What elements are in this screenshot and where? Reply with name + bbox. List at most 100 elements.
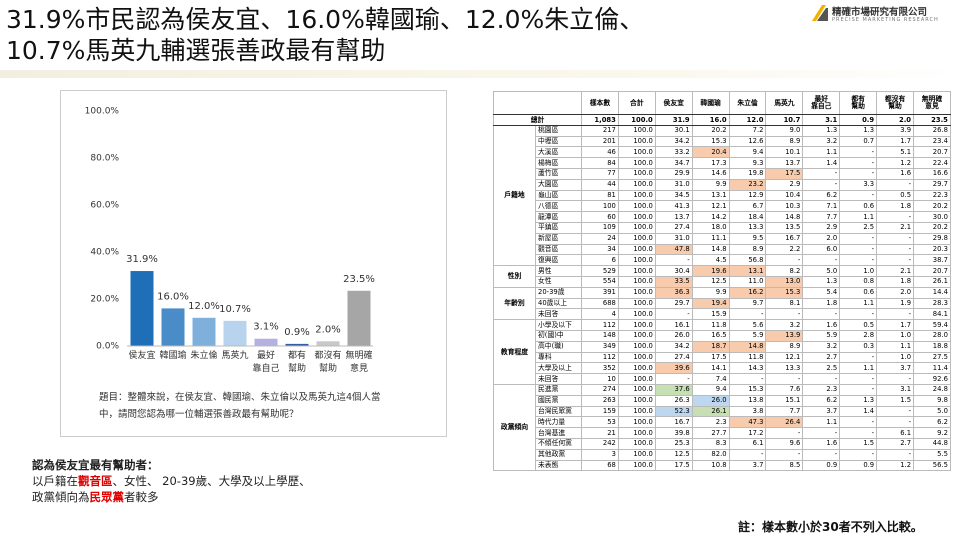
cell: 18.8 xyxy=(913,340,951,353)
cell: 100.0 xyxy=(617,211,656,223)
cell: 10.1 xyxy=(765,146,804,159)
cell: - xyxy=(876,211,915,223)
cell: 2.7 xyxy=(802,351,841,364)
cell: 7.7 xyxy=(802,211,841,223)
row-label: 大溪區 xyxy=(535,146,582,159)
row-label: 專科 xyxy=(535,351,582,364)
cell: 2.8 xyxy=(839,329,878,342)
cell: 13.3 xyxy=(728,221,767,234)
bar xyxy=(161,308,185,346)
data-row: 大學及以上 352 100.0 39.6 14.1 14.3 13.3 2.5 1.1 3.7 11… xyxy=(494,362,951,375)
cell: 0.9 xyxy=(802,459,841,472)
cell: 46 xyxy=(581,146,619,159)
cell: 29.7 xyxy=(913,178,951,191)
emphasis: 民眾黨 xyxy=(89,490,125,504)
cell: 352 xyxy=(581,362,619,375)
x-tick-label: 侯友宜 xyxy=(128,351,156,361)
text: 政黨傾向為 xyxy=(32,490,90,504)
cell: 20.2 xyxy=(913,200,951,213)
cell: 9.2 xyxy=(913,427,951,439)
y-tick-label: 0.0% xyxy=(96,342,119,352)
cell: - xyxy=(839,157,878,169)
summary: 認為侯友宜最有幫助者： 以戶籍在觀音區、女性、 20-39歲、大學及以上學歷、 … xyxy=(32,457,311,505)
cell: 100.0 xyxy=(617,319,656,331)
cell: 26.8 xyxy=(913,124,951,137)
cell: 14.8 xyxy=(691,243,730,256)
cell: 21 xyxy=(581,427,619,439)
cell: 1.6 xyxy=(802,319,841,331)
logo-icon xyxy=(812,5,828,21)
cell: 1.8 xyxy=(876,200,915,213)
cell: 26.3 xyxy=(654,394,693,407)
cell: 1.1 xyxy=(839,297,878,310)
cell: - xyxy=(802,448,841,461)
cell: 30.1 xyxy=(654,124,693,137)
cell: - xyxy=(802,167,841,180)
cell: 22.3 xyxy=(913,189,951,202)
cell: 100.0 xyxy=(617,416,656,429)
cell: 0.6 xyxy=(839,200,878,213)
cell: 12.5 xyxy=(691,275,730,288)
cell: 31.0 xyxy=(654,232,693,245)
data-row: 大溪區 46 100.0 33.2 20.4 9.4 10.1 1.1-5.1 20.7 xyxy=(494,146,951,159)
cell: 159 xyxy=(581,405,619,418)
cell: 10.3 xyxy=(765,200,804,213)
cell: 112 xyxy=(581,319,619,331)
data-label: 3.1% xyxy=(253,322,278,333)
cell: 17.3 xyxy=(691,157,730,169)
bar xyxy=(223,320,247,346)
chart: 0.0% 20.0% 40.0% 60.0% 80.0% 100.0% 31.9% 16.0%… xyxy=(85,107,375,352)
cell: 12.0 xyxy=(728,114,767,126)
data-row: 新屋區 24 100.0 31.0 11.1 9.5 16.7 2.0- -29.8 xyxy=(494,232,951,245)
cell: 100.0 xyxy=(617,427,656,439)
cell: 100.0 xyxy=(617,297,656,310)
cell: 14.8 xyxy=(728,340,767,353)
cell: 9.5 xyxy=(728,232,767,245)
cell: 27.7 xyxy=(691,427,730,439)
cell: 34 xyxy=(581,243,619,256)
summary-line: 政黨傾向為民眾黨者較多 xyxy=(32,489,311,505)
column-header: 侯友宜 xyxy=(654,91,693,115)
cell: 17.5 xyxy=(691,351,730,364)
cell: 100.0 xyxy=(617,124,656,137)
row-label: 時代力量 xyxy=(535,416,582,429)
cell: 7.7 xyxy=(765,405,804,418)
cell: 20.7 xyxy=(913,265,951,277)
cell: - xyxy=(728,448,767,461)
cell: 391 xyxy=(581,286,619,299)
row-label: 未回答 xyxy=(535,373,582,385)
cell: 23.2 xyxy=(728,178,767,191)
cell: 2.3 xyxy=(802,383,841,396)
cell: 2.9 xyxy=(802,221,841,234)
cell: 112 xyxy=(581,351,619,364)
cell: 17.5 xyxy=(654,459,693,472)
cell: 15.3 xyxy=(765,286,804,299)
bar xyxy=(347,290,371,346)
cell: 14.8 xyxy=(765,211,804,223)
cell: 3.7 xyxy=(876,362,915,375)
text: 以戶籍在 xyxy=(32,474,78,488)
row-label: 楊梅區 xyxy=(535,157,582,169)
row-label: 大園區 xyxy=(535,178,582,191)
header-row: 樣本數 合計 侯友宜 韓國瑜 朱立倫 馬英九 最好 靠自己 都有 幫助 都沒有 幫助 無明確 意見 xyxy=(493,91,951,115)
data-row: 初(國)中 148 100.0 26.0 16.5 5.9 13.9 5.9 2.8 1.0 28.… xyxy=(494,329,951,342)
cell: 15.1 xyxy=(765,394,804,407)
data-row: 平鎮區 109 100.0 27.4 18.0 13.3 13.5 2.9 2.5 2.1 20.2 xyxy=(494,221,951,234)
x-tick-label: 朱立倫 xyxy=(190,351,218,361)
cell: 28.3 xyxy=(913,297,951,310)
data-row: 年齡別 20-39歲 391 100.0 36.3 9.9 16.2 15.3 5.4 0.6 2.… xyxy=(493,286,951,321)
cell: 1.8 xyxy=(802,297,841,310)
cell: 11.8 xyxy=(691,319,730,331)
cell: - xyxy=(876,373,915,385)
footnote: 註：樣本數小於30者不列入比較。 xyxy=(738,520,923,534)
cell: 10.7 xyxy=(765,114,804,126)
cell: 33.2 xyxy=(654,146,693,159)
data-row: 龍潭區 60 100.0 13.7 14.2 18.4 14.8 7.7 1.1-30.0 xyxy=(494,211,951,223)
cell: 44.8 xyxy=(913,437,951,450)
cell: 100.0 xyxy=(617,167,656,180)
data-row: 蘆竹區 77 100.0 29.9 14.6 19.8 17.5- -1.6 16.6 xyxy=(494,167,951,180)
cell: 100.0 xyxy=(617,405,656,418)
cell: - xyxy=(654,308,693,321)
cell: 59.4 xyxy=(913,319,951,331)
text: 者較多 xyxy=(124,490,159,504)
